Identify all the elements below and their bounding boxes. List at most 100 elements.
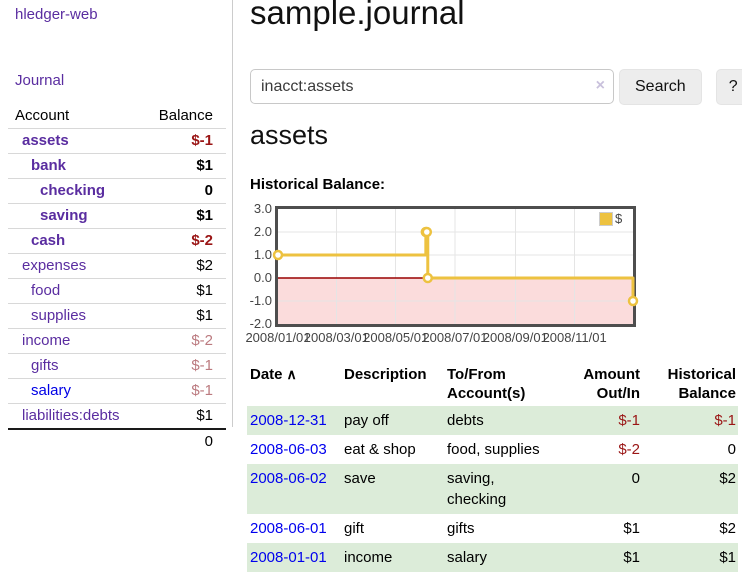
account-link[interactable]: food <box>31 282 61 299</box>
x-axis-tick-label: 2008/11/01 <box>542 330 607 345</box>
transaction-amount: $-1 <box>618 412 640 429</box>
account-row: food $1 <box>8 278 226 304</box>
page-title: sample.journal <box>250 0 465 31</box>
account-row: assets $-1 <box>8 128 226 154</box>
account-link[interactable]: bank <box>31 157 67 174</box>
transaction-date-link[interactable]: 2008-06-01 <box>250 520 327 537</box>
accounts-header-balance: Balance <box>158 107 213 124</box>
y-axis-tick-label: 2.0 <box>253 224 272 239</box>
transaction-accounts: gifts <box>447 520 475 537</box>
account-link[interactable]: cash <box>31 232 66 249</box>
account-row: supplies $1 <box>8 303 226 329</box>
brand-link[interactable]: hledger-web <box>15 6 98 23</box>
register-header-description: Description <box>344 366 427 383</box>
account-link[interactable]: expenses <box>22 257 87 274</box>
transaction-description: eat & shop <box>344 441 416 458</box>
y-axis-tick-label: 0.0 <box>253 270 272 285</box>
x-axis-tick-label: 2008/03/01 <box>303 330 369 345</box>
account-row: gifts $-1 <box>8 353 226 379</box>
account-balance: $-2 <box>191 332 213 349</box>
search-box: × <box>250 69 614 105</box>
account-row: bank $1 <box>8 153 226 179</box>
register-row: 2008-06-03 eat & shop food, supplies $-2 0 <box>247 435 738 464</box>
account-balance: $-2 <box>191 232 213 249</box>
register-header-balance: Historical Balance <box>667 366 736 402</box>
accounts-header-row: Account Balance <box>8 104 226 129</box>
register-header-row: Date ∧ Description To/From Account(s) Amo… <box>247 362 738 406</box>
account-link[interactable]: salary <box>31 382 72 399</box>
transaction-date-link[interactable]: 2008-06-02 <box>250 470 327 487</box>
transaction-amount: $-2 <box>618 441 640 458</box>
register-row: 2008-06-01 gift gifts $1 $2 <box>247 514 738 543</box>
transaction-amount: $1 <box>623 549 640 566</box>
account-link[interactable]: supplies <box>31 307 87 324</box>
account-link[interactable]: saving <box>40 207 88 224</box>
account-balance: $1 <box>196 207 213 224</box>
transaction-accounts: food, supplies <box>447 441 540 458</box>
account-row: cash $-2 <box>8 228 226 254</box>
account-balance: $1 <box>196 282 213 299</box>
account-balance: $1 <box>196 307 213 324</box>
transaction-accounts: debts <box>447 412 484 429</box>
accounts-table: Account Balance assets $-1 bank $1 checking 0… <box>8 104 226 454</box>
account-balance: $1 <box>196 157 213 174</box>
register-header-date[interactable]: Date ∧ <box>247 362 344 406</box>
account-row: expenses $2 <box>8 253 226 279</box>
clear-search-icon[interactable]: × <box>595 77 605 94</box>
chart-title: Historical Balance: <box>250 176 386 193</box>
x-axis-tick-label: 2008/09/01 <box>482 330 548 345</box>
transaction-date-link[interactable]: 2008-01-01 <box>250 549 327 566</box>
help-button[interactable]: ? <box>715 69 742 105</box>
transaction-date-link[interactable]: 2008-12-31 <box>250 412 327 429</box>
transaction-description: income <box>344 549 393 566</box>
account-row: income $-2 <box>8 328 226 354</box>
register-header-accounts: To/From Account(s) <box>447 366 526 402</box>
date-header-label: Date <box>250 366 283 383</box>
account-link[interactable]: assets <box>22 132 69 149</box>
register-table: Date ∧ Description To/From Account(s) Amo… <box>247 362 738 572</box>
account-link[interactable]: gifts <box>31 357 59 374</box>
transaction-amount: $1 <box>623 520 640 537</box>
transaction-date-link[interactable]: 2008-06-03 <box>250 441 327 458</box>
register-header-amount: Amount Out/In <box>583 366 640 402</box>
transaction-amount: 0 <box>631 470 640 487</box>
account-link[interactable]: income <box>22 332 71 349</box>
account-balance: $-1 <box>191 132 213 149</box>
y-axis-tick-label: 3.0 <box>253 201 272 216</box>
x-axis-tick-label: 2008/07/01 <box>422 330 488 345</box>
transaction-balance: $1 <box>719 549 736 566</box>
chart-legend: $ <box>599 211 622 226</box>
search-form: × Search ? <box>250 69 742 105</box>
transaction-description: gift <box>344 520 365 537</box>
transaction-description: pay off <box>344 412 389 429</box>
account-row: liabilities:debts $1 <box>8 403 226 430</box>
y-axis-tick-label: -2.0 <box>249 316 272 331</box>
account-balance: $1 <box>196 407 213 424</box>
y-axis-tick-label: 1.0 <box>253 247 272 262</box>
y-axis-tick-label: -1.0 <box>249 293 272 308</box>
sort-asc-icon: ∧ <box>286 366 297 382</box>
accounts-total-row: 0 <box>8 429 226 454</box>
x-axis-tick-label: 2008/05/01 <box>363 330 429 345</box>
transaction-balance: 0 <box>727 441 736 458</box>
account-balance: 0 <box>204 182 213 199</box>
legend-swatch-icon <box>599 211 613 226</box>
account-link[interactable]: checking <box>40 182 106 199</box>
legend-label: $ <box>615 211 623 226</box>
account-row: checking 0 <box>8 178 226 204</box>
sidebar-item-journal[interactable]: Journal <box>15 72 65 89</box>
register-row: 2008-06-02 save saving, checking 0 $2 <box>247 464 738 514</box>
search-input[interactable] <box>250 69 614 104</box>
historical-balance-chart: 3.0 2.0 1.0 0.0 -1.0 -2.0 2008/01/01 2008/03/01… <box>245 201 736 350</box>
transaction-balance: $-1 <box>714 412 736 429</box>
register-row: 2008-01-01 income salary $1 $1 <box>247 543 738 572</box>
account-balance: $2 <box>196 257 213 274</box>
chart-plot-area[interactable] <box>272 206 639 327</box>
transaction-description: save <box>344 470 376 487</box>
account-row: salary $-1 <box>8 378 226 404</box>
account-link[interactable]: liabilities:debts <box>22 407 120 424</box>
sidebar-divider <box>232 0 233 427</box>
search-button[interactable]: Search <box>619 69 702 105</box>
transaction-accounts: saving, checking <box>447 470 507 508</box>
